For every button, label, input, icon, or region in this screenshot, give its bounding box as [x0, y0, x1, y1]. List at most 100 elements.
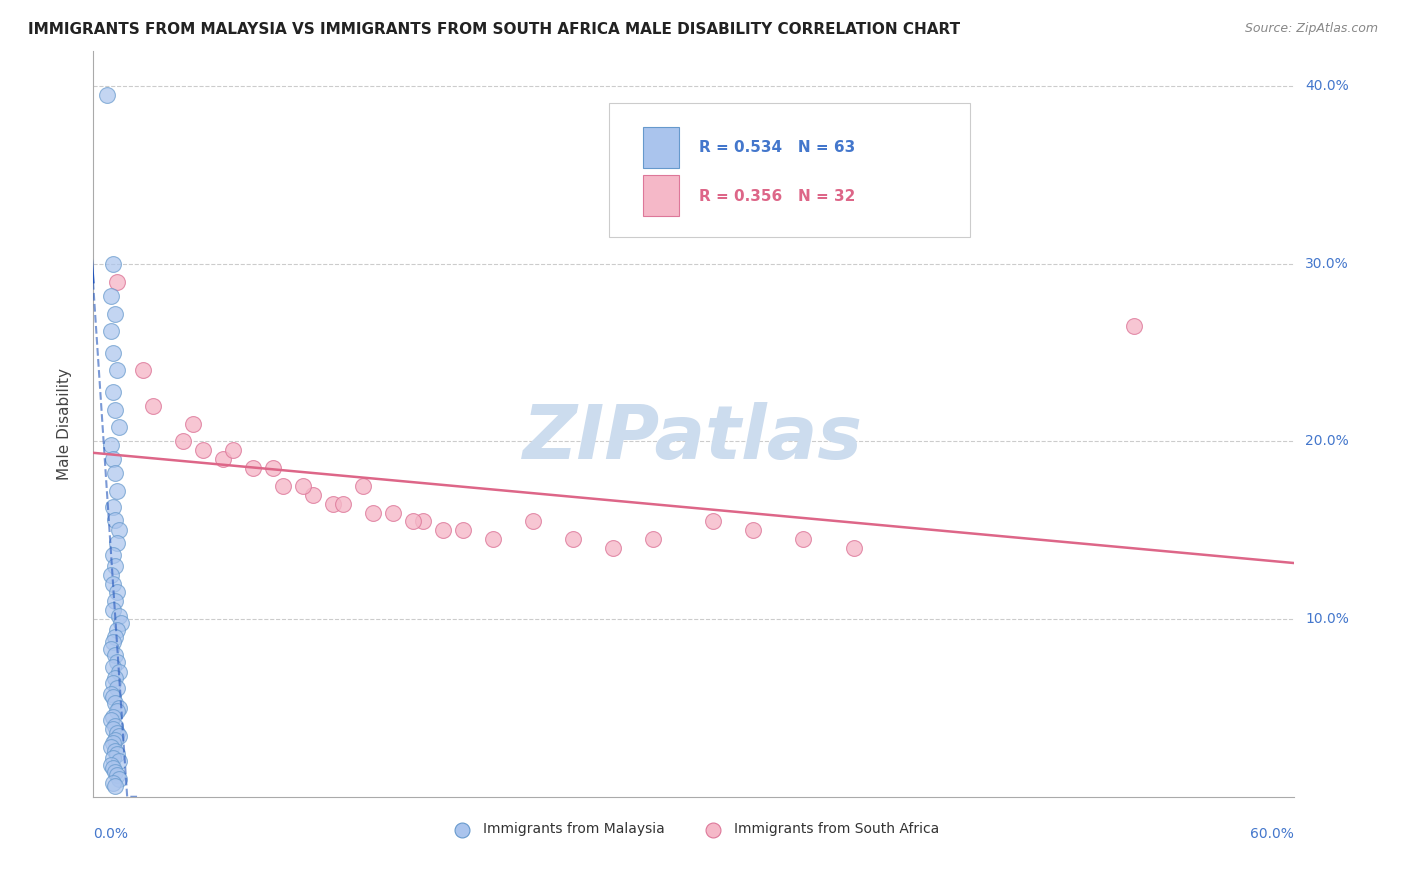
Point	[132, 363, 155, 377]
Point	[101, 603, 124, 617]
Text: R = 0.356   N = 32: R = 0.356 N = 32	[699, 189, 856, 203]
Y-axis label: Male Disability: Male Disability	[58, 368, 72, 480]
Point	[100, 757, 122, 772]
Point	[1122, 318, 1144, 333]
Point	[101, 635, 124, 649]
Point	[105, 705, 128, 719]
Point	[100, 687, 122, 701]
Point	[101, 750, 124, 764]
Point	[432, 524, 454, 538]
Point	[101, 500, 124, 515]
Point	[181, 417, 204, 431]
Point	[100, 714, 122, 728]
Point	[105, 623, 128, 637]
Point	[101, 761, 124, 775]
Point	[412, 515, 434, 529]
Point	[101, 452, 124, 467]
Point	[361, 506, 384, 520]
Point	[108, 730, 131, 744]
Point	[100, 324, 122, 338]
Point	[100, 289, 122, 303]
Point	[105, 655, 128, 669]
Point	[172, 434, 194, 449]
Point	[105, 747, 128, 761]
Point	[101, 775, 124, 789]
Text: 30.0%: 30.0%	[1305, 257, 1348, 271]
Text: IMMIGRANTS FROM MALAYSIA VS IMMIGRANTS FROM SOUTH AFRICA MALE DISABILITY CORRELA: IMMIGRANTS FROM MALAYSIA VS IMMIGRANTS F…	[28, 22, 960, 37]
Point	[482, 532, 505, 546]
Point	[271, 479, 294, 493]
Point	[100, 567, 122, 582]
Point	[101, 736, 124, 750]
Point	[105, 275, 128, 289]
Point	[262, 461, 284, 475]
Text: 60.0%: 60.0%	[1250, 827, 1294, 841]
Point	[322, 497, 344, 511]
Point	[104, 743, 127, 757]
Point	[104, 648, 127, 662]
Point	[104, 671, 127, 685]
Point	[105, 484, 128, 499]
Text: R = 0.534   N = 63: R = 0.534 N = 63	[699, 140, 856, 155]
Point	[101, 676, 124, 690]
Point	[142, 399, 165, 413]
Point	[108, 701, 131, 715]
Bar	[643, 127, 679, 168]
Point	[104, 307, 127, 321]
Point	[101, 723, 124, 737]
Point	[101, 548, 124, 562]
Point	[212, 452, 235, 467]
Point	[100, 438, 122, 452]
Point	[104, 467, 127, 481]
Point	[105, 535, 128, 549]
Point	[104, 696, 127, 710]
Legend: Immigrants from Malaysia, Immigrants from South Africa: Immigrants from Malaysia, Immigrants fro…	[443, 817, 945, 842]
Point	[382, 506, 405, 520]
Point	[702, 515, 724, 529]
Point	[105, 768, 128, 782]
Point	[562, 532, 585, 546]
Point	[191, 443, 214, 458]
Point	[108, 608, 131, 623]
Point	[242, 461, 264, 475]
Point	[104, 402, 127, 417]
Point	[451, 524, 474, 538]
Point	[104, 719, 127, 733]
Point	[108, 665, 131, 680]
Point	[108, 754, 131, 768]
Point	[108, 524, 131, 538]
Point	[101, 257, 124, 271]
Text: 20.0%: 20.0%	[1305, 434, 1348, 449]
Point	[101, 660, 124, 674]
Point	[643, 532, 665, 546]
Point	[105, 726, 128, 740]
Point	[101, 690, 124, 705]
Point	[105, 363, 128, 377]
Point	[101, 710, 124, 724]
Text: Source: ZipAtlas.com: Source: ZipAtlas.com	[1244, 22, 1378, 36]
FancyBboxPatch shape	[609, 103, 970, 237]
Point	[105, 681, 128, 696]
Point	[110, 615, 132, 630]
Point	[101, 576, 124, 591]
Point	[792, 532, 814, 546]
Point	[101, 345, 124, 359]
Point	[332, 497, 354, 511]
Point	[742, 524, 765, 538]
Bar	[643, 175, 679, 217]
Point	[352, 479, 374, 493]
Point	[108, 772, 131, 786]
Point	[104, 733, 127, 747]
Point	[104, 594, 127, 608]
Point	[104, 630, 127, 644]
Point	[100, 739, 122, 754]
Point	[292, 479, 315, 493]
Point	[105, 585, 128, 599]
Point	[522, 515, 544, 529]
Point	[104, 779, 127, 793]
Text: ZIPatlas: ZIPatlas	[523, 402, 863, 475]
Point	[108, 420, 131, 434]
Text: 10.0%: 10.0%	[1305, 612, 1348, 626]
Point	[96, 88, 118, 103]
Point	[104, 513, 127, 527]
